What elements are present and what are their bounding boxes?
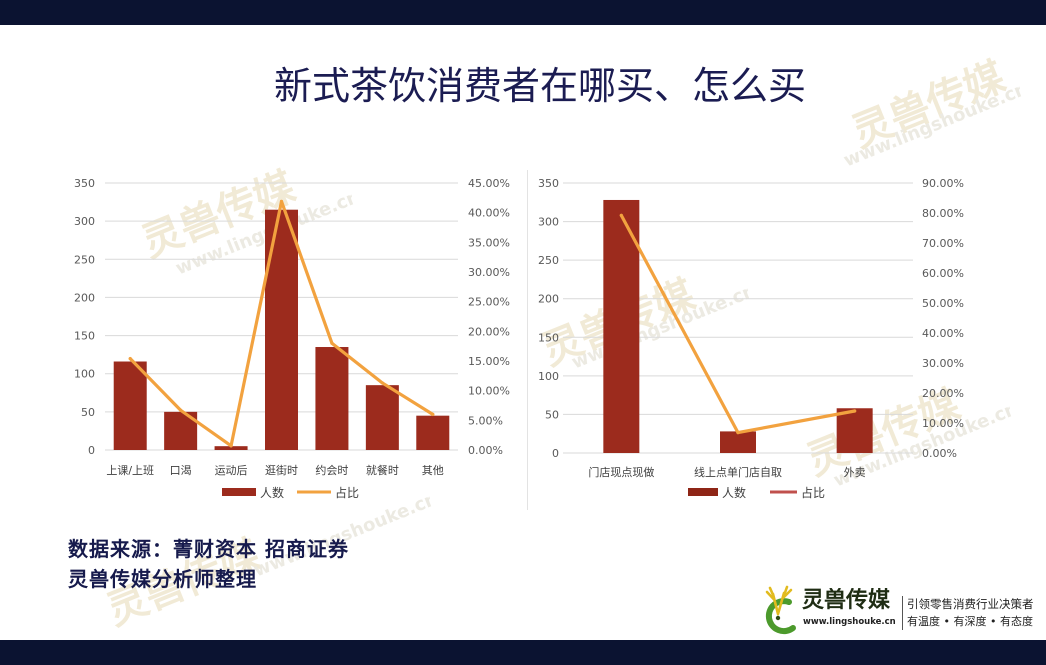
logo-url-text: www.lingshouke.cn: [803, 617, 896, 627]
x-tick-label: 口渴: [170, 464, 192, 477]
bar-3: [265, 209, 298, 450]
bar-0: [113, 361, 147, 450]
line-point-5: [380, 381, 384, 385]
y-left-tick-label: 50: [545, 408, 559, 421]
y-right-tick-label: 5.00%: [468, 414, 503, 427]
legend-bar-swatch: [688, 488, 718, 496]
legend-label-bar: 人数: [722, 485, 746, 500]
bar-2: [214, 446, 248, 450]
line-point-6: [431, 412, 435, 416]
y-right-tick-label: 35.00%: [468, 236, 510, 249]
y-left-tick-label: 100: [538, 370, 559, 383]
line-point-2: [229, 444, 233, 448]
line-series: [619, 213, 857, 435]
line-point-2: [853, 409, 857, 413]
y-right-tick-label: 40.00%: [468, 207, 510, 220]
bar-1: [720, 431, 756, 453]
y-left-tick-label: 200: [74, 291, 95, 304]
legend-bar-swatch: [222, 488, 256, 496]
y-right-tick-label: 90.00%: [922, 177, 964, 190]
y-right-tick-label: 10.00%: [468, 385, 510, 398]
y-left-tick-label: 350: [538, 177, 559, 190]
x-tick-label: 线上点单门店自取: [694, 465, 782, 479]
line-point-4: [330, 341, 334, 345]
y-left-tick-label: 350: [74, 177, 95, 190]
y-left-tick-label: 50: [81, 406, 95, 419]
y-right-tick-label: 10.00%: [922, 417, 964, 430]
y-left-tick-label: 250: [74, 253, 95, 266]
chart-divider: [527, 170, 528, 510]
y-right-tick-label: 70.00%: [922, 237, 964, 250]
logo-divider: [902, 596, 903, 630]
y-right-tick-label: 15.00%: [468, 355, 510, 368]
y-left-tick-label: 250: [538, 254, 559, 267]
y-right-tick-label: 20.00%: [468, 325, 510, 338]
line-point-1: [736, 431, 740, 435]
y-right-tick-label: 20.00%: [922, 387, 964, 400]
x-tick-label: 上课/上班: [106, 464, 154, 477]
y-right-tick-label: 40.00%: [922, 327, 964, 340]
y-right-tick-label: 45.00%: [468, 177, 510, 190]
bar-0: [603, 199, 640, 453]
brand-logo: 灵兽传媒 www.lingshouke.cn 引领零售消费行业决策者 有温度 •…: [756, 584, 1042, 636]
y-left-tick-label: 150: [538, 331, 559, 344]
x-tick-label: 外卖: [844, 466, 866, 479]
page-title: 新式茶饮消费者在哪买、怎么买: [273, 64, 806, 108]
chart-right: 0 50 100 150 200 250 300 350 0.00% 10.00% 20.00% 30…: [538, 177, 964, 500]
line-point-0: [128, 357, 132, 361]
y-left-tick-label: 300: [538, 216, 559, 229]
line-point-3: [279, 199, 284, 203]
x-tick-label: 其他: [422, 464, 444, 477]
deer-antler-icon: [765, 585, 796, 635]
y-left-tick-label: 300: [74, 215, 95, 228]
legend-label-line: 占比: [801, 485, 825, 500]
y-right-tick-label: 0.00%: [922, 447, 957, 460]
x-tick-label: 约会时: [315, 464, 348, 477]
source-line-2: 灵兽传媒分析师整理: [68, 567, 257, 591]
legend-label-line: 占比: [335, 485, 359, 500]
bottom-banner-bar: [0, 640, 1046, 665]
y-right-tick-label: 30.00%: [922, 357, 964, 370]
source-line-1: 数据来源：菁财资本 招商证券: [68, 537, 349, 561]
y-left-tick-label: 0: [88, 444, 95, 457]
y-left-tick-label: 150: [74, 330, 95, 343]
bar-5: [365, 385, 399, 450]
y-left-tick-label: 0: [552, 447, 559, 460]
x-tick-label: 运动后: [215, 464, 248, 477]
logo-slogan: 引领零售消费行业决策者: [907, 597, 1034, 611]
y-right-tick-label: 30.00%: [468, 266, 510, 279]
y-right-tick-label: 50.00%: [922, 297, 964, 310]
y-left-tick-label: 200: [538, 293, 559, 306]
line-point-1: [179, 408, 183, 412]
bar-6: [416, 415, 450, 450]
bar-4: [315, 347, 349, 450]
y-right-tick-label: 0.00%: [468, 444, 503, 457]
chart-left: 0 50 100 150 200 250 300 350 0.00% 5.00% 10.00% 15.…: [74, 177, 510, 500]
y-left-tick-label: 100: [74, 368, 95, 381]
y-right-tick-label: 80.00%: [922, 207, 964, 220]
x-tick-label: 逛街时: [265, 463, 298, 477]
y-right-tick-label: 60.00%: [922, 267, 964, 280]
top-banner-bar: [0, 0, 1046, 25]
logo-brand-text: 灵兽传媒: [802, 588, 891, 613]
logo-tagline: 有温度 • 有深度 • 有态度: [907, 615, 1033, 628]
y-right-tick-label: 25.00%: [468, 296, 510, 309]
x-tick-label: 门店现点现做: [588, 465, 654, 479]
bar-2: [836, 408, 873, 453]
x-tick-label: 就餐时: [366, 463, 399, 477]
line-point-0: [619, 213, 623, 217]
legend-label-bar: 人数: [260, 485, 284, 500]
